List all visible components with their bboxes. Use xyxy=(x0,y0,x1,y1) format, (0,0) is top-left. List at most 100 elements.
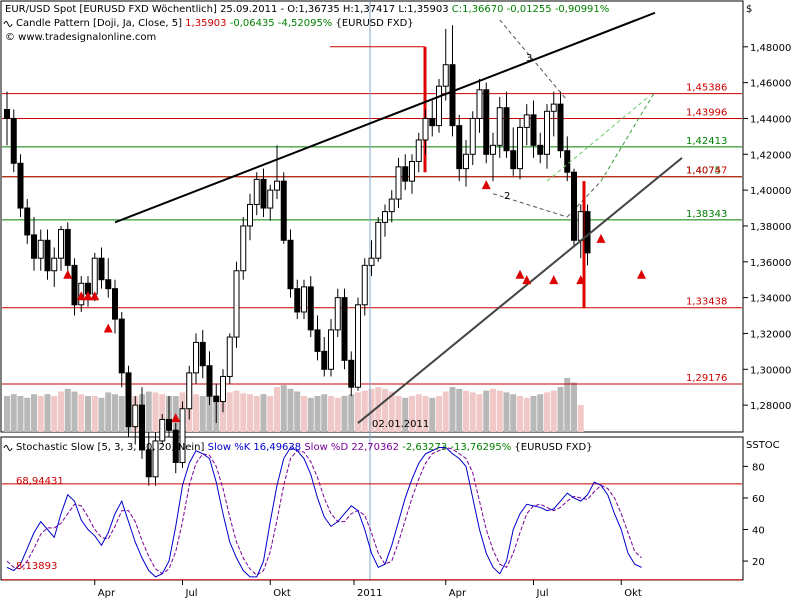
signal-triangle xyxy=(549,275,559,285)
volume-bar xyxy=(105,392,112,432)
header-line-1: EUR/USD Spot [EURUSD FXD Wöchentlich] 25… xyxy=(5,4,609,15)
level-label: 1,29176 xyxy=(686,373,727,384)
wave-segment xyxy=(492,193,568,218)
signal-triangle xyxy=(90,291,100,301)
stoch-header-d: Slow %D 22,70362 xyxy=(301,442,399,453)
candle-body xyxy=(240,225,247,272)
wave-icon xyxy=(3,21,13,27)
price-tick-label: 1,30000 xyxy=(750,365,791,376)
candle-body xyxy=(375,221,382,259)
price-tick-label: 1,36000 xyxy=(750,258,791,269)
candle-body xyxy=(517,126,523,170)
volume-bar xyxy=(348,394,355,432)
candle-body xyxy=(37,239,44,259)
candle-body xyxy=(206,365,213,397)
candle-body xyxy=(226,336,233,377)
signal-triangle xyxy=(596,233,606,243)
wave-label-3: 3 xyxy=(526,53,532,64)
volume-bar xyxy=(199,396,206,432)
volume-bar xyxy=(247,394,253,432)
volume-bar xyxy=(78,394,85,432)
time-tick-label: Okt xyxy=(624,588,642,599)
candle-body xyxy=(112,288,118,320)
volume-bar xyxy=(449,387,456,432)
candle-body xyxy=(449,64,456,127)
signal-triangle xyxy=(515,269,525,279)
wave-label-2: 2 xyxy=(504,191,510,202)
trend-line xyxy=(357,157,683,424)
candle-body xyxy=(4,109,10,119)
candle-body xyxy=(503,107,510,152)
candle-body xyxy=(58,229,64,259)
signal-triangle xyxy=(576,275,586,285)
header-line-3: © www.tradesignalonline.com xyxy=(5,32,156,43)
candle-body xyxy=(395,166,402,200)
stoch-axis-unit: SSTOC xyxy=(746,440,780,451)
volume-bar xyxy=(334,397,341,432)
price-tick-label: 1,46000 xyxy=(750,79,791,90)
volume-bar xyxy=(24,397,31,432)
volume-bar xyxy=(280,385,287,432)
stoch-header-text: Stochastic Slow [5, 3, 3, 80, 20, Nein] … xyxy=(16,442,593,453)
stoch-tick-label: 80 xyxy=(752,462,765,473)
stoch-d-line xyxy=(6,446,642,576)
volume-bar xyxy=(476,394,483,432)
stoch-lower-level-label: 8,13893 xyxy=(16,561,57,572)
volume-bar xyxy=(240,393,247,432)
candle-body xyxy=(64,229,71,266)
volume-bar xyxy=(226,392,233,432)
level-label: 1,45386 xyxy=(686,83,727,94)
signal-triangle xyxy=(63,269,73,279)
candle-body xyxy=(348,359,355,388)
candle-body xyxy=(10,117,17,164)
volume-bar xyxy=(557,387,564,432)
signal-triangle xyxy=(171,413,181,423)
candle-body xyxy=(105,279,112,290)
candle-body xyxy=(294,288,301,313)
candle-body xyxy=(483,89,490,155)
stoch-header-k: Slow %K 16,49638 xyxy=(208,442,302,453)
volume-bar xyxy=(523,397,530,432)
candle-body xyxy=(584,211,591,254)
candle-body xyxy=(152,440,159,478)
volume-bar xyxy=(287,388,294,432)
candle-body xyxy=(186,372,193,410)
candle-body xyxy=(577,211,584,241)
candles xyxy=(4,25,591,486)
candle-body xyxy=(166,418,172,431)
candle-body xyxy=(253,178,260,205)
candle-body xyxy=(368,257,375,266)
signal-triangle xyxy=(103,323,113,333)
trend-line xyxy=(114,11,656,224)
signal-triangle xyxy=(83,291,93,301)
chart-header: EUR/USD Spot [EURUSD FXD Wöchentlich] 25… xyxy=(3,4,609,43)
candle-body xyxy=(17,162,24,209)
candle-body xyxy=(247,203,253,227)
candle-body xyxy=(429,117,436,127)
candle-body xyxy=(301,286,307,313)
volume-bar xyxy=(294,391,301,432)
volume-bar xyxy=(51,396,58,432)
price-axis: 1,48000 1,46000 1,44000 1,42000 1,40000 1,380… xyxy=(743,43,791,412)
candle-body xyxy=(159,418,166,442)
candle-body xyxy=(496,107,503,146)
level-label: 1,33438 xyxy=(686,297,727,308)
volume-bar xyxy=(490,388,496,432)
candle-body xyxy=(145,449,152,478)
volume-bar xyxy=(355,392,361,432)
volume-bar xyxy=(544,392,550,432)
candle-body xyxy=(456,125,463,170)
candle-body xyxy=(510,150,517,170)
price-tick-label: 1,40000 xyxy=(750,186,791,197)
volume-bar xyxy=(71,391,78,432)
candle-body xyxy=(132,404,139,428)
candle-body xyxy=(463,153,469,170)
volume-bar xyxy=(530,396,537,432)
price-tick-label: 1,28000 xyxy=(750,401,791,412)
candle-body xyxy=(172,429,179,463)
header-line-2-change: -0,06435 -4,52095% xyxy=(227,18,333,29)
volume-bar xyxy=(469,392,476,432)
stoch-header-change: -2,63273 -13,76295% xyxy=(399,442,511,453)
stoch-k-line xyxy=(6,446,642,578)
